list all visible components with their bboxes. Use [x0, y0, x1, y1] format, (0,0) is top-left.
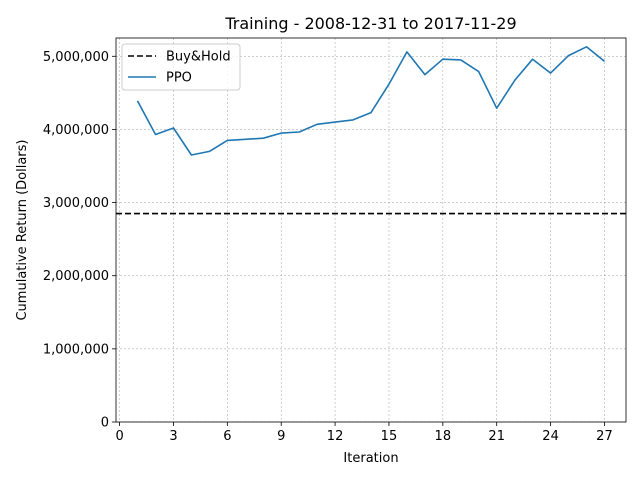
legend: Buy&Hold PPO [122, 44, 240, 90]
x-tick-label: 3 [169, 429, 177, 444]
x-tick-label: 21 [488, 429, 505, 444]
x-tick-label: 27 [596, 429, 613, 444]
legend-label: PPO [166, 71, 192, 86]
x-tick-label: 12 [327, 429, 344, 444]
x-tick-label: 18 [435, 429, 452, 444]
x-tick-label: 0 [115, 429, 123, 444]
x-tick-label: 9 [277, 429, 285, 444]
chart-title: Training - 2008-12-31 to 2017-11-29 [224, 14, 516, 33]
x-axis-label: Iteration [343, 451, 398, 466]
y-tick-label: 5,000,000 [43, 50, 109, 65]
y-tick-label: 2,000,000 [43, 269, 109, 284]
x-tick-label: 24 [542, 429, 559, 444]
y-tick-label: 1,000,000 [43, 342, 109, 357]
x-tick-label: 6 [223, 429, 231, 444]
y-axis-label: Cumulative Return (Dollars) [15, 139, 30, 320]
y-tick-label: 3,000,000 [43, 196, 109, 211]
y-tick-label: 0 [101, 416, 109, 431]
y-tick-label: 4,000,000 [43, 123, 109, 138]
legend-label: Buy&Hold [166, 50, 231, 65]
x-tick-label: 15 [381, 429, 398, 444]
